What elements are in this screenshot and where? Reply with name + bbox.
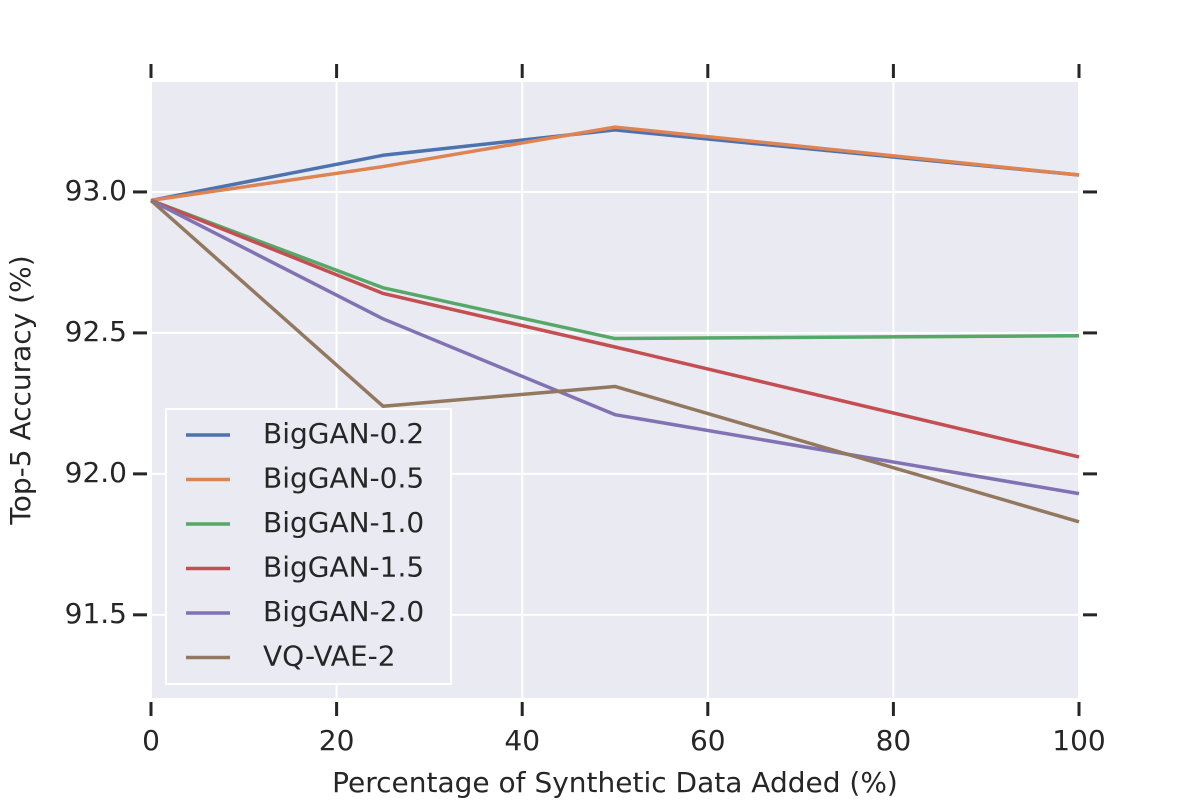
x-tick-label: 0 <box>142 724 160 757</box>
y-tick-label: 91.5 <box>65 597 127 630</box>
legend-box <box>165 408 452 685</box>
series-line <box>150 198 1080 341</box>
y-tick-label: 92.5 <box>65 315 127 348</box>
x-tick-label: 60 <box>690 724 726 757</box>
y-axis-label: Top-5 Accuracy (%) <box>4 255 37 525</box>
legend-label: BigGAN-0.2 <box>263 417 424 450</box>
x-tick-label: 20 <box>319 724 355 757</box>
legend-label: BigGAN-2.0 <box>263 595 424 628</box>
legend-label: VQ-VAE-2 <box>263 640 396 673</box>
legend-label: BigGAN-0.5 <box>263 462 424 495</box>
x-tick-label: 100 <box>1052 724 1105 757</box>
legend-label: BigGAN-1.5 <box>263 551 424 584</box>
legend-label: BigGAN-1.0 <box>263 506 424 539</box>
y-tick-label: 93.0 <box>65 174 127 207</box>
x-axis-label: Percentage of Synthetic Data Added (%) <box>332 766 898 799</box>
series-line <box>149 199 1080 524</box>
series-line <box>150 125 1080 203</box>
series-line <box>150 198 1080 459</box>
y-tick-label: 92.0 <box>65 456 127 489</box>
x-tick-label: 80 <box>876 724 912 757</box>
x-tick-label: 40 <box>504 724 540 757</box>
